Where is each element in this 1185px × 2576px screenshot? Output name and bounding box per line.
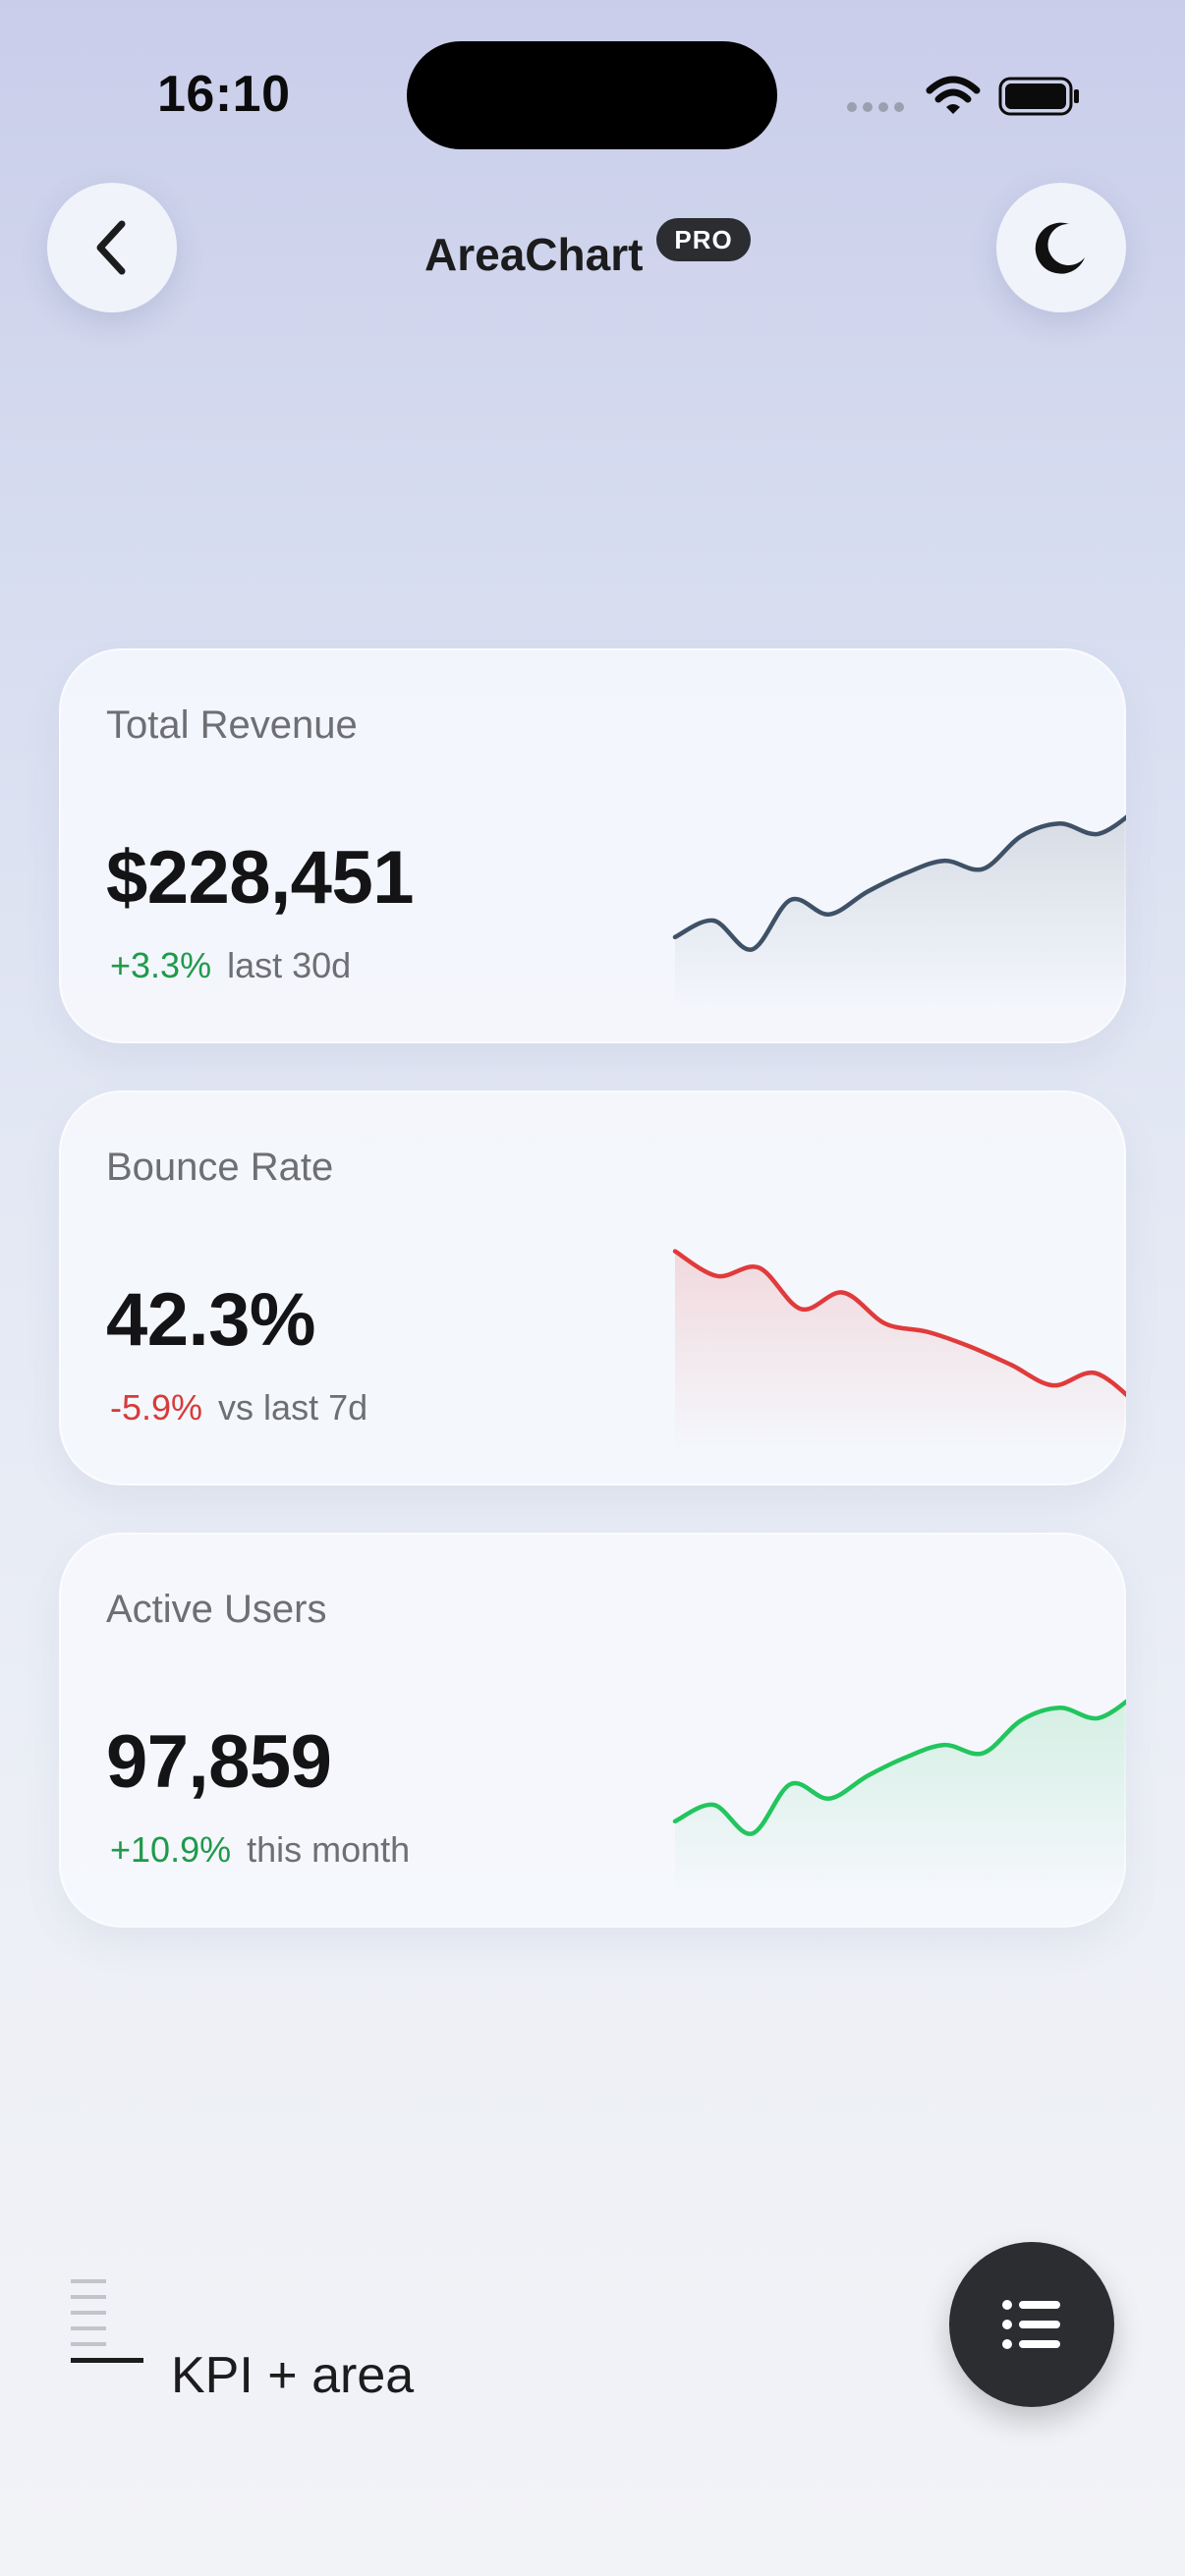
ruler-icon xyxy=(71,2279,143,2363)
theme-toggle-button[interactable] xyxy=(996,183,1126,312)
sparkline-line xyxy=(672,1699,1126,1836)
kpi-title: Bounce Rate xyxy=(106,1146,334,1189)
kpi-card-active-users[interactable]: Active Users 97,859 +10.9% this month xyxy=(59,1533,1126,1928)
sparkline-line xyxy=(672,814,1126,952)
list-menu-button[interactable] xyxy=(949,2242,1114,2407)
sparkline-area-fill xyxy=(675,1251,1126,1449)
status-time: 16:10 xyxy=(157,66,291,123)
kpi-subline: +3.3% last 30d xyxy=(110,945,351,986)
kpi-value: 42.3% xyxy=(106,1278,316,1362)
kpi-title: Total Revenue xyxy=(106,703,358,747)
kpi-delta-label: this month xyxy=(247,1829,411,1870)
sparkline-line xyxy=(672,1249,1126,1398)
area-sparkline-revenue xyxy=(672,814,1126,1007)
kpi-delta: +10.9% xyxy=(110,1829,232,1870)
area-sparkline-active-users xyxy=(672,1699,1126,1891)
kpi-delta-label: last 30d xyxy=(227,945,352,985)
list-icon xyxy=(1002,2300,1060,2349)
kpi-subline: +10.9% this month xyxy=(110,1829,410,1871)
sparkline-area-fill xyxy=(675,817,1126,1007)
sparkline-area-fill xyxy=(675,1702,1126,1891)
chevron-left-icon xyxy=(96,220,126,275)
page-title-group: AreaChart PRO xyxy=(424,218,751,277)
kpi-value: 97,859 xyxy=(106,1720,332,1804)
cellular-signal-icon xyxy=(847,102,904,112)
kpi-delta: +3.3% xyxy=(110,945,212,985)
kpi-subline: -5.9% vs last 7d xyxy=(110,1387,367,1428)
dynamic-island xyxy=(407,41,777,149)
variant-label-text: KPI + area xyxy=(171,2347,415,2404)
kpi-delta: -5.9% xyxy=(110,1387,203,1428)
navigation-bar: AreaChart PRO xyxy=(0,183,1185,312)
page-title: AreaChart xyxy=(424,229,644,280)
kpi-card-bounce-rate[interactable]: Bounce Rate 42.3% -5.9% vs last 7d xyxy=(59,1091,1126,1485)
variant-label: KPI + area xyxy=(71,2277,483,2404)
kpi-delta-label: vs last 7d xyxy=(218,1387,368,1428)
pro-badge: PRO xyxy=(656,218,751,261)
status-bar: 16:10 xyxy=(0,0,1185,187)
area-sparkline-bounce-rate xyxy=(672,1249,1126,1449)
moon-icon xyxy=(1035,222,1085,274)
kpi-card-revenue[interactable]: Total Revenue $228,451 +3.3% last 30d xyxy=(59,648,1126,1043)
back-button[interactable] xyxy=(47,183,177,312)
battery-icon xyxy=(998,77,1079,116)
kpi-value: $228,451 xyxy=(106,836,415,920)
wifi-icon xyxy=(926,76,981,114)
kpi-title: Active Users xyxy=(106,1588,327,1631)
